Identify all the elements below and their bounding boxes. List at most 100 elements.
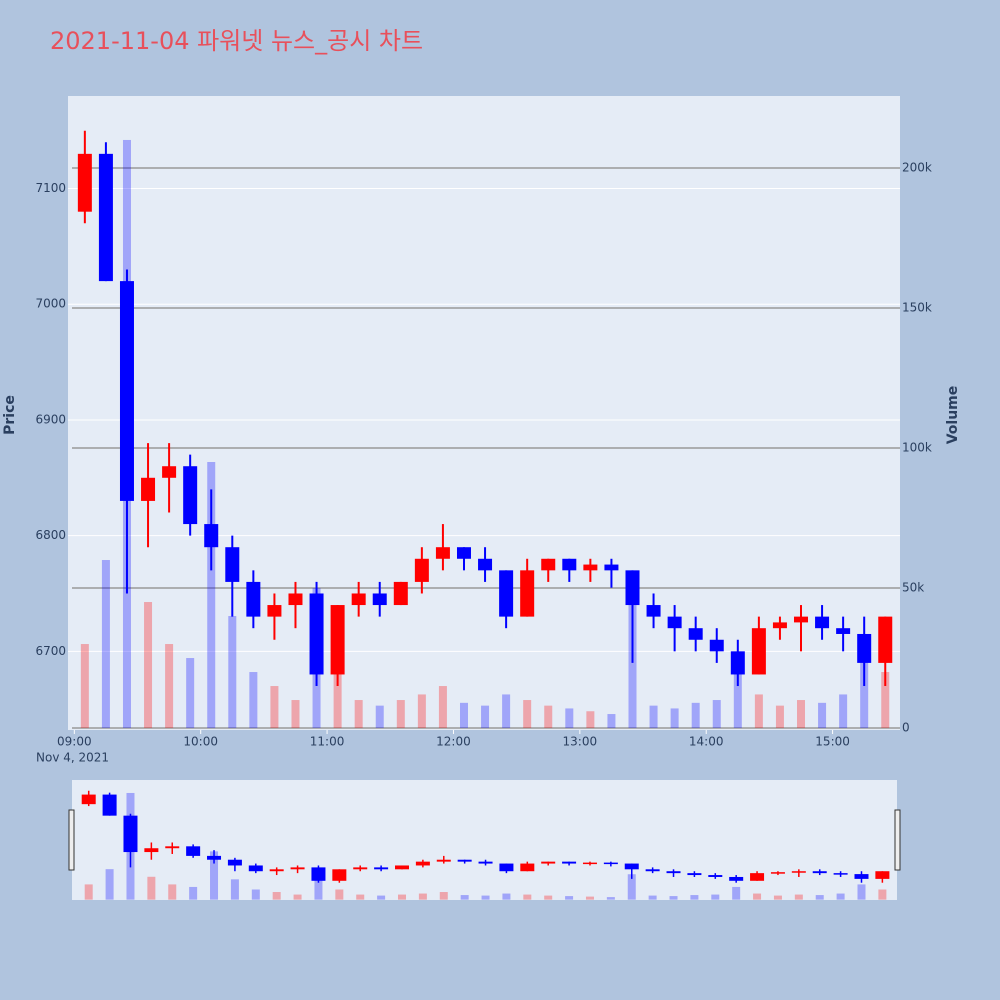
volume-bar	[438, 686, 447, 729]
candle-body	[415, 861, 430, 866]
volume-bar	[754, 694, 763, 729]
candle-body	[836, 628, 851, 634]
candle-body	[395, 865, 409, 870]
volume-bar	[733, 658, 742, 729]
volume-bar	[144, 602, 153, 729]
volume-bar	[878, 889, 887, 900]
candle-body	[541, 558, 556, 571]
candle-body	[351, 593, 366, 606]
volume-bar	[607, 714, 616, 729]
volume-bar	[565, 896, 574, 900]
volume-bar	[502, 694, 511, 729]
volume-bar	[459, 702, 468, 729]
candle-body	[562, 558, 577, 571]
candle-body	[102, 794, 117, 816]
candle-body	[414, 558, 429, 582]
candle-body	[290, 867, 305, 870]
candle-body	[436, 859, 451, 862]
volume-bar	[101, 560, 110, 729]
volume-bar	[669, 896, 678, 900]
volume-bar	[481, 705, 490, 729]
x-tick-label: 10:00	[183, 735, 218, 749]
candle-body	[98, 153, 113, 282]
candle-body	[288, 593, 303, 606]
volume-bar	[815, 895, 824, 900]
candle-body	[330, 605, 345, 675]
candle-body	[772, 622, 787, 629]
candle-body	[666, 871, 681, 874]
volume-bar	[523, 894, 532, 900]
volume-bar	[857, 884, 866, 900]
volume-bar	[881, 672, 890, 729]
candle-body	[478, 558, 493, 571]
volume-bar	[333, 672, 342, 729]
candle-body	[815, 616, 830, 629]
candle-body	[435, 547, 450, 559]
x-tick-label: 11:00	[310, 735, 345, 749]
candle-body	[583, 564, 598, 571]
candle-body	[791, 871, 806, 873]
candle-body	[478, 861, 493, 864]
candle-body	[207, 855, 222, 860]
volume-bar	[775, 705, 784, 729]
candle-body	[269, 869, 284, 872]
y2-tick-label: 200k	[902, 160, 932, 174]
candle-body	[878, 616, 893, 663]
candle-body	[646, 605, 661, 617]
volume-bar	[839, 694, 848, 729]
candle-body	[645, 869, 660, 872]
range-handle[interactable]	[894, 809, 901, 871]
candle-body	[123, 815, 138, 853]
volume-bar	[230, 879, 239, 900]
candle-body	[372, 593, 387, 606]
y-tick-label: 6700	[35, 644, 66, 658]
x-tick-label: 13:00	[563, 735, 598, 749]
volume-bar	[291, 700, 300, 729]
volume-bar	[84, 884, 93, 900]
x-tick-label: 15:00	[815, 735, 850, 749]
volume-bar	[377, 895, 386, 900]
y-tick-label: 6900	[35, 412, 66, 426]
candle-body	[667, 616, 682, 629]
candle-body	[833, 873, 848, 875]
candle-body	[750, 873, 765, 881]
volume-bar	[502, 893, 511, 900]
volume-bar	[186, 658, 195, 729]
candle-body	[141, 477, 156, 501]
volume-bar	[586, 711, 595, 729]
candle-body	[499, 863, 514, 872]
volume-bar	[189, 886, 198, 900]
volume-bar	[272, 892, 281, 900]
volume-bar	[691, 702, 700, 729]
volume-bar	[836, 893, 845, 900]
candle-body	[246, 581, 261, 617]
y2-tick-label: 0	[902, 721, 910, 735]
candle-body	[374, 867, 389, 870]
volume-bar	[648, 895, 657, 900]
volume-bar	[585, 896, 594, 900]
volume-bar	[627, 874, 636, 900]
candle-body	[393, 581, 408, 606]
candle-body	[624, 863, 639, 870]
volume-bar	[314, 874, 323, 900]
candle-body	[751, 628, 766, 675]
candle-body	[562, 861, 577, 864]
candle-body	[119, 281, 134, 501]
y-tick-label: 6800	[35, 528, 66, 542]
volume-bar	[228, 616, 237, 729]
volume-bar	[690, 895, 699, 900]
candle-body	[794, 616, 809, 623]
y-axis-title: Price	[2, 395, 18, 435]
candle-body	[709, 639, 724, 652]
candle-body	[730, 651, 745, 675]
range-slider[interactable]	[72, 780, 897, 900]
candle-body	[604, 564, 619, 571]
volume-bar	[773, 895, 782, 900]
candle-body	[267, 605, 282, 617]
volume-bar	[794, 894, 803, 900]
range-handle[interactable]	[68, 809, 75, 871]
volume-bar	[649, 705, 658, 729]
candle-body	[456, 547, 471, 559]
volume-bar	[396, 700, 405, 729]
candle-body	[165, 846, 180, 849]
